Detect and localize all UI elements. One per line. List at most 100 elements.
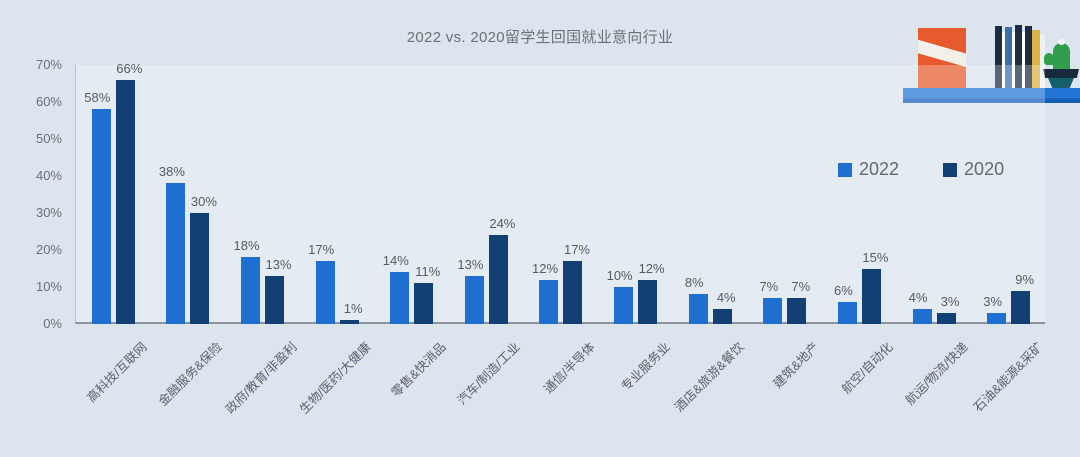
bar-2020 — [638, 279, 658, 324]
plant-pot-rim — [1043, 69, 1079, 78]
y-tick-label: 70% — [35, 57, 62, 72]
bar-group: 58% 66% 高科技/互联网 — [76, 61, 151, 405]
book-spine-icon — [1040, 34, 1045, 88]
bar-group: 13% 24% 汽车/制造/工业 — [449, 65, 524, 407]
shelf-icon — [903, 88, 1080, 103]
value-label-2022: 13% — [457, 256, 484, 272]
y-tick-label: 10% — [35, 279, 62, 294]
orange-book-icon — [918, 28, 966, 88]
value-label-2022: 8% — [684, 275, 704, 291]
value-label-2020: 24% — [489, 216, 516, 232]
book-spine-icon — [1032, 30, 1040, 88]
bar-2020 — [265, 275, 285, 324]
chart-title: 2022 vs. 2020留学生回国就业意向行业 — [406, 29, 674, 46]
bar-2022 — [912, 309, 932, 324]
bar-group: 8% 4% 酒店&旅游&餐饮 — [672, 65, 748, 414]
bar-group: 38% 30% 金融服务&保险 — [151, 65, 226, 408]
value-label-2020: 3% — [940, 293, 960, 309]
plant-pot-body — [1048, 78, 1074, 90]
value-label-2020: 9% — [1015, 271, 1035, 287]
y-tick-label: 50% — [35, 131, 62, 146]
bar-2022 — [837, 301, 857, 324]
bar-2022 — [315, 261, 335, 324]
y-tick-label: 40% — [35, 168, 62, 183]
legend-item-2022: 2022 — [838, 159, 899, 180]
bar-2022 — [763, 298, 783, 324]
value-label-2020: 4% — [716, 290, 736, 306]
bar-group: 6% 15% 航空/自动化 — [822, 65, 897, 397]
bar-2022 — [987, 312, 1007, 324]
value-label-2022: 12% — [531, 260, 559, 276]
bar-2020 — [488, 235, 508, 324]
bar-2022 — [166, 183, 186, 324]
legend-label-2020: 2020 — [964, 159, 1005, 179]
book-spine-icon — [1002, 32, 1005, 88]
bar-group: 18% 13% 政府/教育/非盈利 — [223, 65, 300, 416]
y-axis: 0% 10% 20% 30% 40% 50% 60% 70% — [0, 57, 68, 331]
value-label-2020: 30% — [190, 194, 217, 209]
legend: 2022 2020 — [838, 159, 1004, 180]
value-label-2020: 66% — [116, 60, 143, 76]
chart-canvas: 2022 vs. 2020留学生回国就业意向行业 0% 10% 20% 30% 40% 5… — [0, 15, 1080, 417]
cactus-arm — [1044, 53, 1054, 65]
value-label-2022: 3% — [983, 293, 1003, 309]
bar-2020 — [712, 309, 732, 324]
bar-2022 — [390, 272, 410, 324]
bar-group: 12% 17% 通信/半导体 — [524, 65, 599, 396]
bar-group: 10% 12% 专业服务业 — [598, 65, 673, 394]
bar-2020 — [1011, 290, 1031, 324]
value-label-2022: 4% — [908, 290, 928, 306]
bookshelf-illustration — [903, 15, 1080, 105]
value-label-2020: 11% — [415, 264, 441, 280]
book-spine-icon — [995, 26, 1002, 88]
y-tick-label: 0% — [43, 316, 62, 331]
book-spine-icon — [1005, 27, 1012, 88]
book-spine-icon — [1022, 32, 1025, 88]
bar-2022 — [614, 287, 634, 324]
value-label-2020: 1% — [343, 301, 363, 317]
value-label-2022: 10% — [606, 268, 633, 283]
bar-group: 7% 7% 建筑&地产 — [748, 65, 823, 391]
value-label-2020: 12% — [638, 260, 665, 276]
plot-area: 58% 66% 高科技/互联网 38% 30% 金融服务&保险 18% 13% 政府/教育/非盈… — [75, 61, 1046, 417]
value-label-2020: 7% — [791, 279, 811, 295]
thin-books-icon — [995, 25, 1045, 88]
bar-group: 14% 11% 零售&快消品 — [374, 65, 449, 400]
y-tick-label: 20% — [35, 242, 62, 257]
value-label-2022: 58% — [84, 90, 111, 106]
value-label-2020: 15% — [862, 249, 889, 265]
legend-item-2020: 2020 — [943, 159, 1004, 180]
bar-group: 3% 9% 石油&能源&采矿 — [971, 65, 1046, 415]
value-label-2020: 17% — [563, 242, 590, 258]
bar-2020 — [414, 283, 434, 324]
value-label-2022: 14% — [382, 253, 409, 269]
bar-2020 — [115, 79, 135, 324]
value-label-2022: 6% — [834, 282, 853, 298]
bar-2020 — [339, 320, 359, 324]
bar-2020 — [563, 261, 583, 324]
bar-2022 — [91, 109, 111, 324]
bar-2020 — [936, 312, 956, 324]
value-label-2020: 13% — [265, 256, 292, 272]
value-label-2022: 18% — [233, 238, 260, 254]
bar-2022 — [539, 279, 559, 324]
bar-2022 — [688, 294, 708, 324]
bar-2020 — [190, 213, 210, 324]
value-label-2022: 17% — [308, 242, 335, 258]
bar-2022 — [464, 275, 484, 324]
bar-2022 — [241, 257, 261, 324]
y-tick-label: 60% — [35, 94, 62, 109]
legend-swatch-2022 — [838, 162, 852, 177]
legend-swatch-2020 — [943, 162, 958, 177]
value-label-2022: 7% — [759, 279, 779, 295]
cactus-flower — [1058, 39, 1065, 45]
bar-group: 17% 1% 生物/医药/大健康 — [297, 65, 375, 416]
y-tick-label: 30% — [35, 205, 62, 220]
book-spine-icon — [1025, 26, 1032, 88]
bar-2020 — [787, 298, 807, 324]
cactus-body — [1053, 43, 1070, 73]
bar-group: 4% 3% 航运/物流/快递 — [897, 65, 972, 407]
value-label-2022: 38% — [158, 164, 185, 180]
bar-2020 — [861, 268, 881, 324]
book-spine-icon — [1012, 32, 1015, 88]
